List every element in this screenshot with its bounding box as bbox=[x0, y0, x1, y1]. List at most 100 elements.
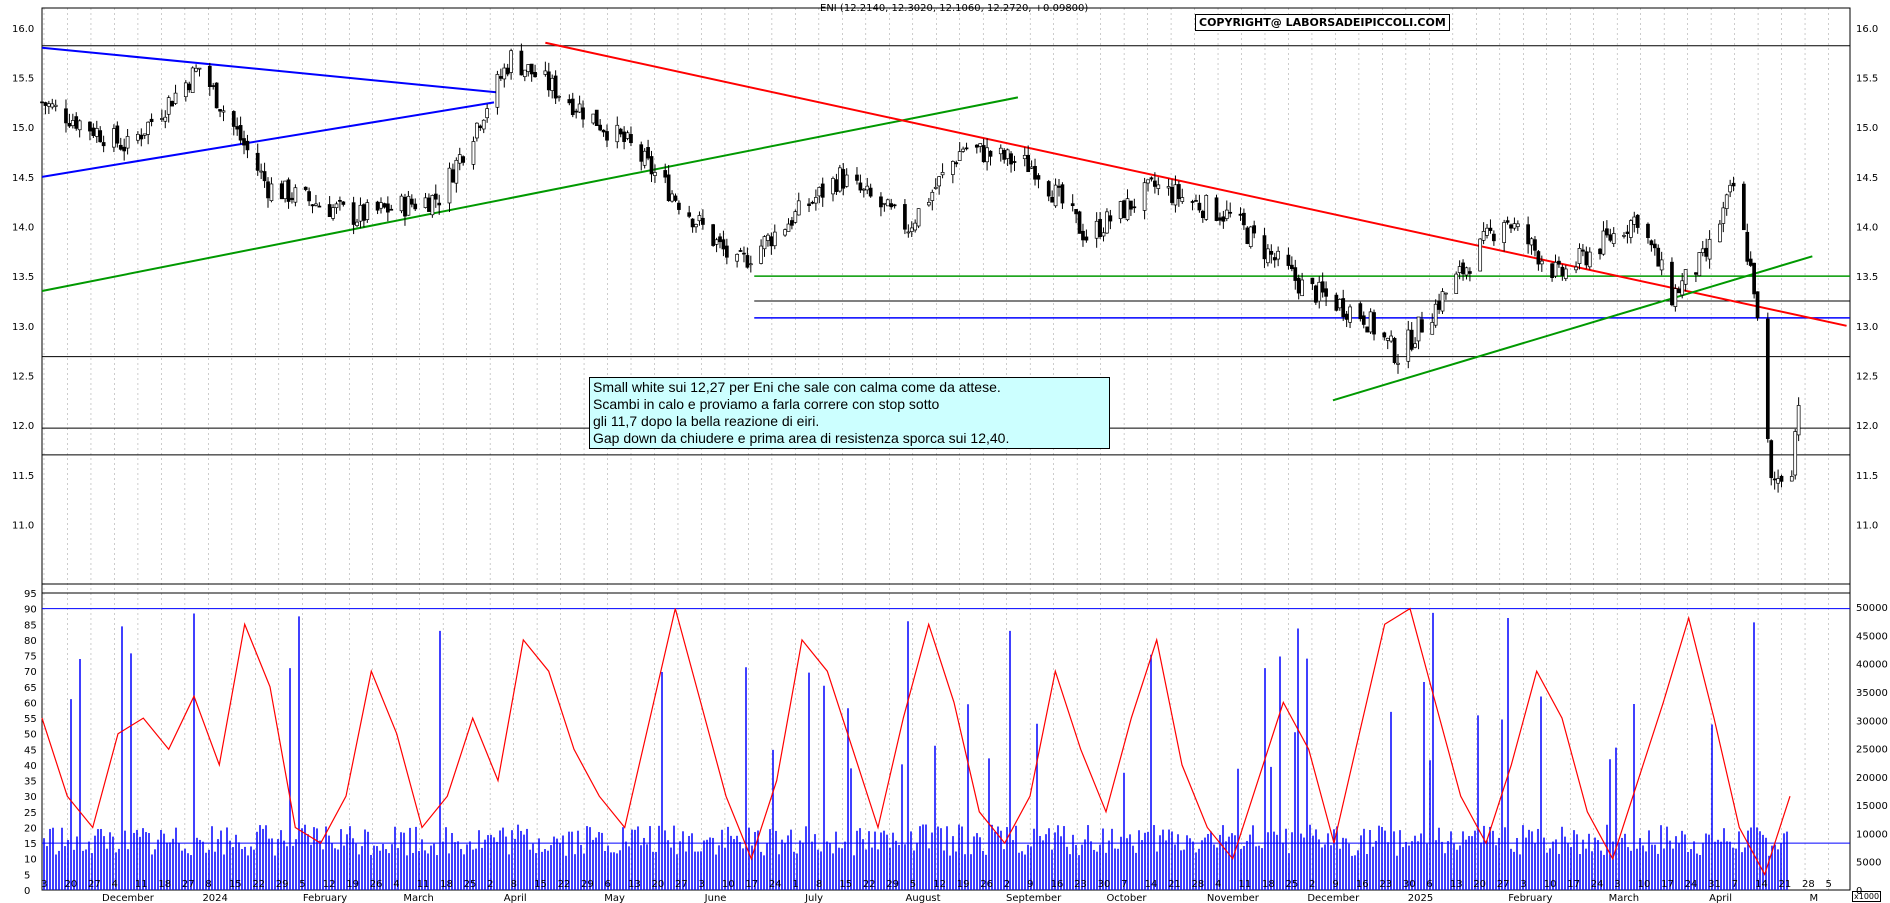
candle-body bbox=[1118, 201, 1123, 220]
candle-body bbox=[1724, 194, 1729, 209]
x-tick-label: 13 bbox=[628, 879, 641, 890]
x-tick-label: 2 bbox=[1004, 879, 1010, 890]
candle-body bbox=[259, 170, 264, 173]
candle-body bbox=[218, 109, 222, 112]
candle-body bbox=[817, 187, 822, 197]
price-tick-left: 13.5 bbox=[12, 272, 34, 283]
volume-tick: 25000 bbox=[1856, 745, 1888, 756]
x-tick-label: 22 bbox=[252, 879, 265, 890]
oscillator-tick: 20 bbox=[24, 823, 37, 834]
price-tick-right: 11.0 bbox=[1856, 520, 1878, 531]
candle-body bbox=[964, 147, 969, 150]
candle-body bbox=[1334, 294, 1339, 311]
candle-body bbox=[1149, 177, 1154, 180]
price-tick-left: 12.5 bbox=[12, 371, 34, 382]
candle-body bbox=[622, 131, 626, 142]
x-tick-label: 4 bbox=[1215, 879, 1221, 890]
candle-body bbox=[389, 208, 394, 211]
oscillator-tick: 35 bbox=[24, 777, 37, 788]
note-line: Scambi in calo e proviamo a farla correr… bbox=[593, 396, 940, 412]
x-tick-label: 17 bbox=[1567, 879, 1580, 890]
x-tick-label: 10 bbox=[1544, 879, 1557, 890]
x-tick-label: 5 bbox=[299, 879, 305, 890]
price-tick-right: 13.0 bbox=[1856, 322, 1878, 333]
candle-body bbox=[314, 203, 318, 206]
candle-body bbox=[690, 218, 695, 228]
volume-tick: 40000 bbox=[1856, 660, 1888, 671]
candle-body bbox=[998, 147, 1003, 155]
candle-body bbox=[1224, 209, 1229, 219]
candle-body bbox=[1365, 326, 1370, 333]
candle-body bbox=[307, 191, 311, 202]
candle-body bbox=[1029, 166, 1034, 169]
price-tick-left: 16.0 bbox=[12, 24, 34, 35]
note-line: Small white sui 12,27 per Eni che sale c… bbox=[593, 379, 1001, 395]
candle-body bbox=[1372, 312, 1376, 335]
candle-body bbox=[142, 133, 147, 136]
candle-body bbox=[1707, 239, 1712, 260]
x-month-label: May bbox=[604, 893, 625, 903]
candle-body bbox=[1755, 291, 1760, 319]
candle-body bbox=[957, 151, 962, 161]
candle-body bbox=[533, 72, 537, 78]
candle-body bbox=[1190, 201, 1195, 203]
candle-body bbox=[930, 191, 935, 201]
price-tick-left: 14.0 bbox=[12, 222, 34, 233]
trendline bbox=[41, 101, 495, 178]
oscillator-tick: 70 bbox=[24, 667, 37, 678]
x-tick-label: 4 bbox=[111, 879, 117, 890]
x-tick-label: 19 bbox=[346, 879, 359, 890]
candle-body bbox=[498, 76, 503, 79]
candle-body bbox=[1228, 211, 1233, 214]
candle-body bbox=[1176, 184, 1181, 199]
candle-body bbox=[211, 85, 216, 87]
candle-body bbox=[735, 253, 739, 262]
candle-body bbox=[170, 100, 174, 107]
candle-body bbox=[502, 67, 507, 80]
x-tick-label: 8 bbox=[205, 879, 211, 890]
x-tick-label: 23 bbox=[1379, 879, 1392, 890]
candle-body bbox=[807, 203, 811, 207]
candle-body bbox=[1789, 476, 1794, 482]
candle-body bbox=[427, 197, 431, 212]
oscillator-tick: 25 bbox=[24, 808, 37, 819]
candle-body bbox=[865, 185, 870, 191]
candle-body bbox=[351, 202, 356, 225]
candle-body bbox=[1105, 211, 1109, 234]
oscillator-tick: 75 bbox=[24, 652, 37, 663]
candle-body bbox=[478, 125, 483, 128]
candle-body bbox=[1125, 198, 1130, 221]
x-tick-label: 29 bbox=[581, 879, 594, 890]
copyright-label: COPYRIGHT@ LABORSADEIPICCOLI.COM bbox=[1195, 14, 1450, 31]
candle-body bbox=[139, 134, 144, 140]
candle-body bbox=[974, 144, 979, 148]
candle-body bbox=[1745, 231, 1750, 262]
candle-body bbox=[1194, 200, 1198, 202]
candle-body bbox=[1313, 285, 1318, 303]
candle-body bbox=[1731, 182, 1736, 187]
oscillator-series bbox=[41, 607, 1791, 876]
x-tick-label: 30 bbox=[1098, 879, 1111, 890]
candle-body bbox=[981, 145, 986, 163]
candle-body bbox=[1632, 216, 1637, 225]
candle-body bbox=[1392, 338, 1397, 363]
candle-body bbox=[1317, 281, 1322, 302]
candle-body bbox=[1300, 279, 1304, 297]
candle-body bbox=[1252, 225, 1257, 234]
candle-body bbox=[1587, 251, 1592, 268]
candle-body bbox=[1478, 238, 1483, 272]
candle-body bbox=[1772, 478, 1777, 481]
candle-body bbox=[1293, 267, 1298, 281]
candle-body bbox=[1074, 209, 1078, 215]
candle-body bbox=[988, 150, 993, 157]
candle-body bbox=[1574, 266, 1578, 271]
candle-body bbox=[471, 141, 476, 165]
candle-body bbox=[766, 234, 770, 241]
candle-body bbox=[961, 148, 965, 152]
x-tick-label: 21 bbox=[1168, 879, 1181, 890]
candle-body bbox=[40, 101, 44, 104]
candle-body bbox=[1461, 262, 1465, 275]
volume-tick: 35000 bbox=[1856, 688, 1888, 699]
x-month-label: April bbox=[504, 893, 527, 903]
x-tick-label: 24 bbox=[1591, 879, 1604, 890]
